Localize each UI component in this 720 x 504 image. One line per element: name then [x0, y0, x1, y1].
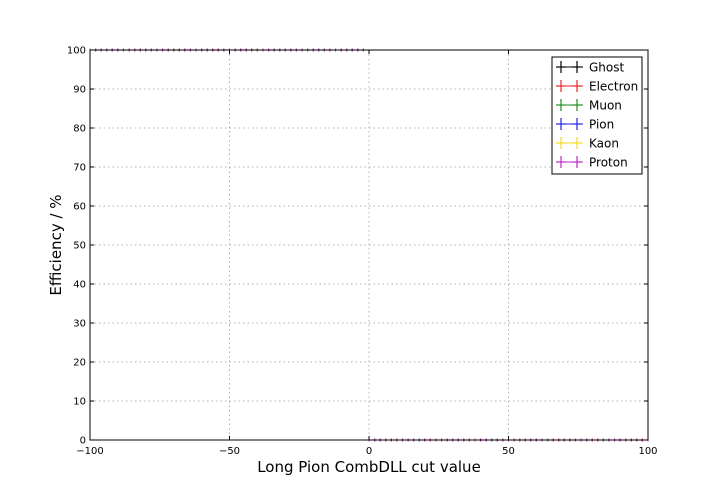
x-tick-label: 50: [502, 446, 515, 457]
legend-box: [551, 56, 643, 175]
legend-entry-kaon: Kaon: [556, 137, 619, 151]
legend-label: Muon: [589, 99, 622, 113]
y-tick-label: 60: [73, 202, 86, 213]
legend-entry-proton: Proton: [556, 156, 628, 170]
y-tick-label: 90: [73, 85, 86, 96]
y-tick-label: 70: [73, 163, 86, 174]
legend-label: Ghost: [589, 61, 624, 75]
legend-entry-muon: Muon: [556, 99, 622, 113]
legend-label: Electron: [589, 80, 638, 94]
y-tick-label: 50: [73, 241, 86, 252]
y-tick-label: 40: [73, 280, 86, 291]
y-tick-label: 30: [73, 319, 86, 330]
x-axis-label: Long Pion CombDLL cut value: [257, 458, 481, 476]
y-tick-label: 10: [73, 397, 86, 408]
x-tick-label: 0: [366, 446, 372, 457]
y-tick-label: 0: [80, 436, 86, 447]
legend-entry-pion: Pion: [556, 118, 614, 132]
y-tick-label: 20: [73, 358, 86, 369]
x-tick-label: 100: [638, 446, 657, 457]
legend: Ghost Electron Muon Pion Kaon Proton: [551, 56, 643, 175]
legend-entry-electron: Electron: [556, 80, 638, 94]
legend-entry-ghost: Ghost: [556, 61, 624, 75]
x-tick-label: −100: [76, 446, 103, 457]
legend-label: Pion: [589, 118, 614, 132]
y-tick-label: 80: [73, 124, 86, 135]
legend-label: Proton: [589, 156, 628, 170]
legend-label: Kaon: [589, 137, 619, 151]
y-axis-label: Efficiency / %: [47, 194, 65, 295]
x-tick-label: −50: [219, 446, 240, 457]
y-tick-label: 100: [67, 46, 86, 57]
axis-ticks: −100 −50 0 50 100 0 10 20 30 40 50 60 70 80 90 100: [67, 46, 658, 458]
